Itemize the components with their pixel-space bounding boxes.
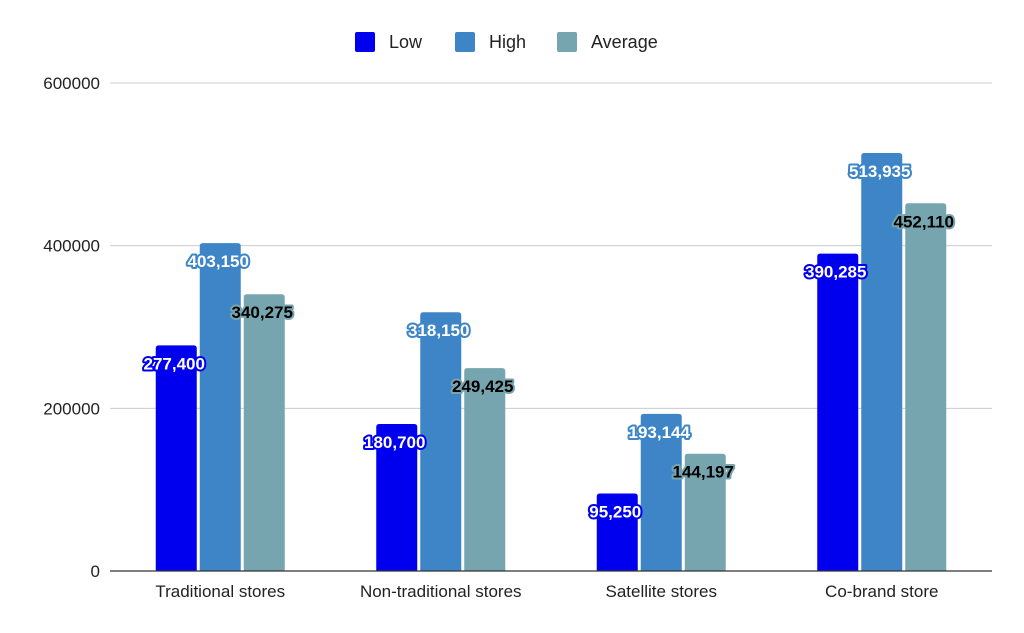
y-tick-label: 400000 [43,237,100,256]
bar-high [420,312,462,571]
data-label: 390,285 [805,263,866,282]
y-tick-label: 0 [91,562,100,581]
gridlines [110,82,992,409]
data-label: 513,935 [849,162,910,181]
bar-average [684,453,726,571]
data-label: 318,150 [408,321,469,340]
legend-swatch-average [557,32,577,52]
y-axis: 0 200000 400000 600000 [43,74,100,581]
legend-swatch-low [355,32,375,52]
bar-low [155,345,197,571]
data-label: 452,110 [893,212,954,231]
legend-label-high: High [489,32,526,52]
data-label: 95,250 [589,503,641,522]
data-labels: 277,400 403,150 340,275 180,700 318,150 249,4… [142,160,956,524]
bar-average [243,294,285,571]
x-tick-label: Traditional stores [155,582,285,601]
bar-average [464,368,506,571]
legend: Low High Average [355,32,658,52]
data-label: 180,700 [364,433,425,452]
bar-average [905,203,947,571]
bar-high [640,413,682,571]
data-label: 277,400 [144,354,205,373]
x-tick-label: Satellite stores [606,582,718,601]
y-tick-label: 200000 [43,399,100,418]
bar-high [861,152,903,572]
bar-low [376,424,418,571]
data-label: 340,275 [232,303,293,322]
x-axis: Traditional stores Non-traditional stores… [110,570,992,601]
data-label: 144,197 [673,463,734,482]
x-tick-label: Co-brand store [825,582,938,601]
bar-low [596,493,638,571]
legend-swatch-high [455,32,475,52]
bar-high [199,243,241,571]
x-tick-label: Non-traditional stores [360,582,522,601]
data-label: 403,150 [188,252,249,271]
data-label: 249,425 [452,377,513,396]
bars [155,152,947,572]
legend-label-average: Average [591,32,658,52]
bar-low [817,253,859,571]
legend-label-low: Low [389,32,423,52]
y-tick-label: 600000 [43,74,100,93]
data-label: 193,144 [629,423,691,442]
